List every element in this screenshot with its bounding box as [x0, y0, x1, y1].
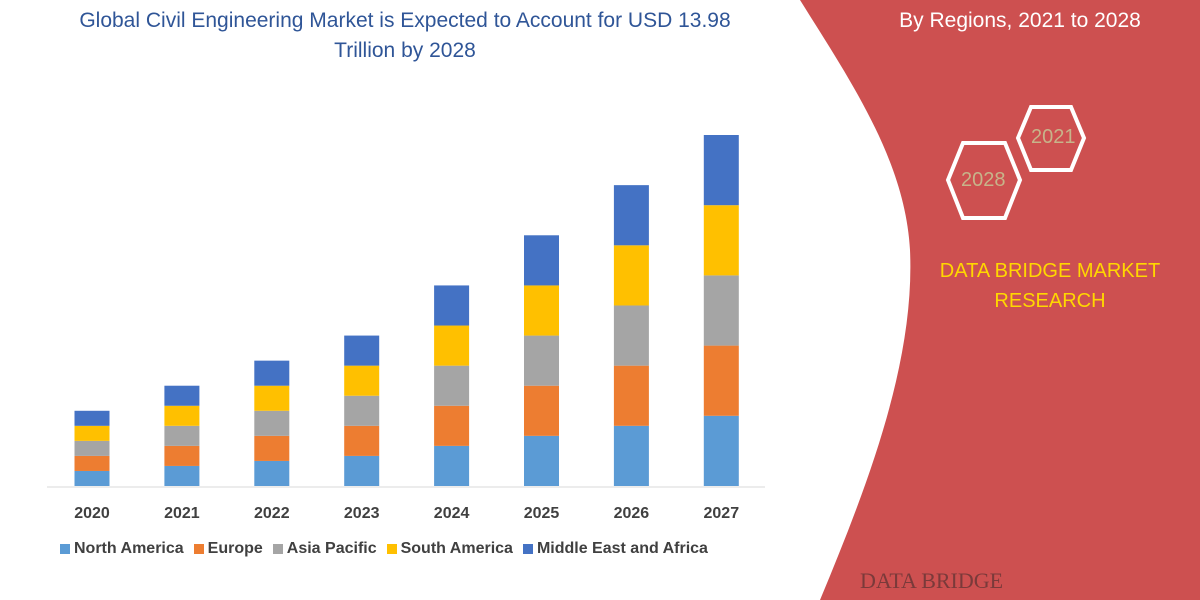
brand-text: DATA BRIDGE MARKET RESEARCH — [939, 260, 1161, 312]
bar-segment-middle-east-and-africa-2024 — [434, 285, 470, 326]
legend-item: Asia Pacific — [272, 540, 377, 558]
bar-segment-europe-2020 — [74, 455, 110, 471]
bar-segment-asia-pacific-2027 — [703, 275, 739, 346]
bar-segment-europe-2027 — [703, 345, 739, 416]
legend-item: South America — [386, 540, 513, 558]
bar-segment-asia-pacific-2024 — [434, 365, 470, 406]
bar-segment-south-america-2020 — [74, 425, 110, 441]
red-side-panel — [800, 0, 1200, 600]
x-tick-label: 2020 — [74, 505, 110, 522]
chart-title: Global Civil Engineering Market is Expec… — [79, 9, 731, 62]
bar-segment-middle-east-and-africa-2023 — [344, 335, 380, 366]
bar-segment-middle-east-and-africa-2026 — [613, 185, 649, 246]
bar-segment-asia-pacific-2021 — [164, 425, 200, 446]
bar-segment-europe-2022 — [254, 435, 290, 461]
legend-label: Middle East and Africa — [536, 540, 708, 557]
x-tick-label: 2023 — [344, 505, 380, 522]
bar-segment-europe-2026 — [613, 365, 649, 426]
bar-segment-south-america-2021 — [164, 405, 200, 426]
x-tick-label: 2024 — [434, 505, 470, 522]
bar-segment-north-america-2024 — [434, 445, 470, 486]
legend-item: North America — [60, 540, 184, 558]
bar-segment-north-america-2026 — [613, 425, 649, 486]
bar-segment-middle-east-and-africa-2027 — [703, 135, 739, 206]
bar-segment-europe-2021 — [164, 445, 200, 466]
bar-segment-south-america-2027 — [703, 205, 739, 276]
bar-segment-europe-2025 — [524, 385, 559, 436]
bar-segment-middle-east-and-africa-2021 — [164, 385, 200, 406]
bar-segment-north-america-2023 — [344, 455, 380, 486]
bar-segment-north-america-2020 — [74, 470, 110, 486]
hexagon-2021 — [1015, 105, 1087, 172]
bar-segment-europe-2023 — [344, 425, 380, 456]
bar-segment-europe-2024 — [434, 405, 470, 446]
bar-segment-asia-pacific-2022 — [254, 410, 290, 436]
legend-swatch — [386, 544, 397, 554]
hex-label-2028: 2028 — [961, 169, 1006, 191]
bar-segment-north-america-2022 — [254, 460, 290, 486]
x-tick-label: 2026 — [614, 505, 650, 522]
bar-segment-asia-pacific-2023 — [344, 395, 380, 426]
bar-segment-north-america-2025 — [524, 435, 559, 486]
x-tick-label: 2022 — [254, 505, 290, 522]
bar-segment-south-america-2026 — [613, 245, 649, 306]
legend-label: Europe — [207, 540, 263, 557]
x-tick-label: 2027 — [704, 505, 740, 522]
bar-segment-asia-pacific-2020 — [74, 440, 110, 456]
bar-segment-north-america-2027 — [703, 415, 739, 486]
bar-segment-middle-east-and-africa-2020 — [74, 410, 110, 426]
legend: North America Europe Asia Pacific South … — [60, 540, 708, 558]
legend-swatch — [522, 544, 533, 554]
bar-segment-north-america-2021 — [164, 465, 200, 486]
footer-logo: DATA BRIDGE — [860, 568, 1004, 593]
legend-swatch — [272, 544, 283, 554]
x-tick-label: 2025 — [524, 505, 560, 522]
legend-swatch — [60, 544, 70, 554]
bar-segment-south-america-2024 — [434, 325, 470, 366]
legend-label: South America — [400, 540, 513, 557]
legend-item: Middle East and Africa — [522, 540, 708, 558]
x-tick-label: 2021 — [164, 505, 200, 522]
hex-label-2021: 2021 — [1031, 126, 1076, 148]
legend-label: North America — [74, 540, 184, 557]
hexagon-2028 — [945, 141, 1023, 220]
bar-segment-asia-pacific-2026 — [613, 305, 649, 366]
bar-segment-south-america-2023 — [344, 365, 380, 396]
legend-label: Asia Pacific — [286, 540, 377, 557]
side-panel-title: By Regions, 2021 to 2028 — [899, 9, 1141, 32]
bar-segment-asia-pacific-2025 — [524, 335, 559, 386]
bar-segment-middle-east-and-africa-2025 — [524, 235, 559, 286]
bar-segment-south-america-2025 — [524, 285, 559, 336]
legend-item: Europe — [193, 540, 263, 558]
bar-segment-middle-east-and-africa-2022 — [254, 360, 290, 386]
legend-swatch — [193, 544, 204, 554]
bar-segment-south-america-2022 — [254, 385, 290, 411]
